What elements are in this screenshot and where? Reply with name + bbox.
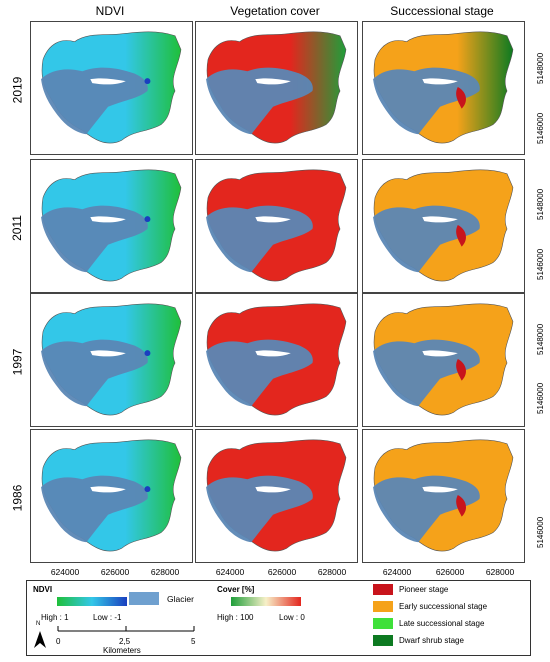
scale-tick-0: 0 (56, 637, 61, 646)
legend-glacier-label: Glacier (167, 594, 194, 604)
legend-glacier-swatch (129, 592, 159, 605)
y-tick-2011-top: 5148000 (536, 188, 545, 220)
x-tick-628000-stage: 628000 (485, 567, 515, 577)
map-panel-cover-2011 (195, 159, 358, 293)
x-tick-624000-ndvi: 624000 (50, 567, 80, 577)
map-panel-stage-2011 (362, 159, 525, 293)
north-label: N (36, 621, 41, 627)
legend-pioneer-label: Pioneer stage (399, 585, 449, 594)
legend-dwarf-swatch (373, 635, 393, 646)
north-arrow-icon (34, 631, 46, 648)
column-title-successional-stage: Successional stage (390, 4, 494, 18)
legend-early-label: Early successional stage (399, 602, 488, 611)
map-panel-ndvi-1986 (30, 429, 193, 563)
legend-ndvi-gradient (57, 597, 127, 606)
map-panel-stage-2019 (362, 21, 525, 155)
map-panel-cover-2019 (195, 21, 358, 155)
scale-bar (57, 626, 195, 632)
legend-cover-title: Cover [%] (217, 585, 255, 594)
x-tick-626000-stage: 626000 (435, 567, 465, 577)
scale-unit-label: Kilometers (103, 646, 141, 655)
year-label-1997: 1997 (10, 348, 25, 376)
legend-dwarf-label: Dwarf shrub stage (399, 636, 464, 645)
y-tick-1997-top: 5148000 (536, 323, 545, 355)
y-tick-1997-bottom: 5146000 (536, 382, 545, 414)
legend-ndvi-low: Low : -1 (93, 613, 122, 622)
x-tick-626000-ndvi: 626000 (100, 567, 130, 577)
map-panel-ndvi-2019 (30, 21, 193, 155)
year-label-1986: 1986 (10, 484, 25, 512)
year-label-2019: 2019 (10, 76, 25, 104)
scale-tick-2-5: 2,5 (119, 637, 131, 646)
x-tick-628000-ndvi: 628000 (150, 567, 180, 577)
legend-late-swatch (373, 618, 393, 629)
legend-cover-low: Low : 0 (279, 613, 305, 622)
map-panel-cover-1986 (195, 429, 358, 563)
y-tick-1986-bottom: 5146000 (536, 516, 545, 548)
legend-box: NDVI High : 1 Low : -1 Glacier Cover [%]… (26, 580, 531, 656)
x-tick-624000-stage: 624000 (382, 567, 412, 577)
x-tick-628000-cover: 628000 (317, 567, 347, 577)
y-tick-2011-bottom: 5146000 (536, 248, 545, 280)
map-panel-stage-1986 (362, 429, 525, 563)
legend-ndvi-title: NDVI (33, 585, 53, 594)
x-tick-624000-cover: 624000 (215, 567, 245, 577)
map-panel-cover-1997 (195, 293, 358, 427)
legend-late-label: Late successional stage (399, 619, 485, 628)
legend-ndvi-high: High : 1 (41, 613, 69, 622)
column-title-ndvi: NDVI (95, 4, 125, 18)
map-panel-ndvi-2011 (30, 159, 193, 293)
legend-pioneer-swatch (373, 584, 393, 595)
map-panel-stage-1997 (362, 293, 525, 427)
legend-early-swatch (373, 601, 393, 612)
year-label-2011: 2011 (10, 215, 24, 241)
legend-cover-high: High : 100 (217, 613, 254, 622)
x-tick-626000-cover: 626000 (267, 567, 297, 577)
scale-tick-5: 5 (191, 637, 196, 646)
y-tick-2019-top: 5148000 (536, 52, 545, 84)
column-title-vegetation-cover: Vegetation cover (230, 4, 320, 18)
y-tick-2019-bottom: 5146000 (536, 112, 545, 144)
map-panel-ndvi-1997 (30, 293, 193, 427)
legend-cover-gradient (231, 597, 301, 606)
